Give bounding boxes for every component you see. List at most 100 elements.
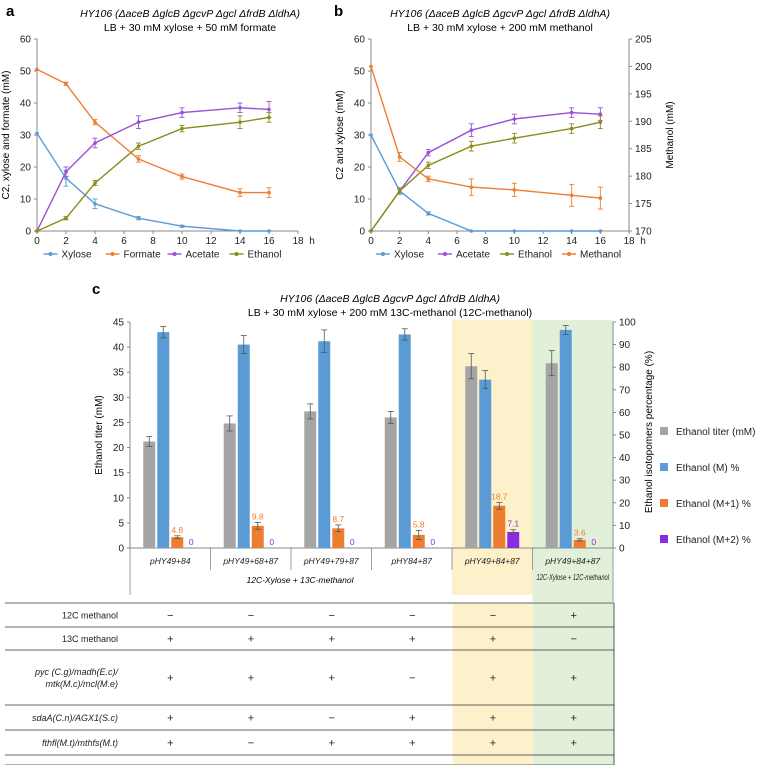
data-point-xylose	[598, 229, 603, 233]
legend-label-methanol: Methanol	[580, 250, 621, 261]
table-cell: −	[248, 610, 254, 622]
x-tick-label: 8	[150, 236, 156, 247]
table-row-label: 12C methanol	[62, 611, 118, 621]
y-tick-label: 20	[20, 163, 32, 174]
x-tick-label: 2	[63, 236, 69, 247]
legend-swatch-m2	[660, 535, 668, 543]
x-tick-label: 18	[623, 236, 635, 247]
y2-tick-label: 70	[619, 385, 631, 396]
data-label-m2: 7.1	[507, 519, 519, 529]
data-point-acetate	[93, 141, 97, 145]
y2-tick-label: 100	[619, 318, 636, 329]
y-tick-label: 60	[354, 35, 366, 46]
table-cell: +	[409, 713, 415, 725]
table-row-label: fthfl(M.t)/mthfs(M.t)	[42, 738, 118, 748]
table-cell: +	[490, 634, 496, 646]
x-tick-label: 8	[483, 236, 489, 247]
bar-m	[157, 332, 170, 548]
data-point-acetate	[598, 112, 603, 116]
panel-c-y-axis-title: Ethanol titer (mM)	[94, 395, 105, 474]
bar-titer	[545, 363, 558, 548]
series-line-formate	[36, 68, 269, 194]
data-label-m2: 0	[269, 537, 274, 547]
legend-label-m: Ethanol (M) %	[676, 463, 739, 474]
data-point-xylose	[136, 216, 141, 220]
category-label: pHY49+79+87	[303, 556, 359, 566]
y-tick-label: 45	[113, 318, 125, 329]
data-point-ethanol	[238, 120, 242, 124]
panel-b-y2-axis-title: Methanol (mM)	[665, 101, 676, 168]
data-point-formate	[64, 82, 68, 86]
bar-m	[237, 344, 250, 548]
y-tick-label: 30	[113, 393, 125, 404]
construct-table: 12C methanol − − − − − +13C methanol + + + + + − pyc …	[5, 602, 615, 765]
category-label: pHY49+84	[149, 556, 191, 566]
table-highlight-yellow	[452, 603, 534, 765]
bar-m1	[412, 534, 425, 548]
bar-m	[398, 334, 411, 548]
category-label: pHY49+84+87	[544, 556, 600, 566]
table-cell: +	[570, 673, 576, 685]
table-cell: +	[328, 673, 334, 685]
data-point-formate	[180, 174, 184, 179]
data-point-acetate	[569, 110, 574, 115]
data-point-acetate	[136, 120, 141, 124]
data-label-m1: 8.7	[332, 514, 344, 524]
data-point-ethanol	[64, 216, 68, 220]
table-cell: −	[409, 610, 415, 622]
legend-label-xylose: Xylose	[394, 250, 424, 261]
data-point-acetate	[469, 128, 474, 132]
series-line-methanol	[370, 66, 601, 199]
legend-swatch-dot	[234, 252, 239, 256]
data-point-ethanol	[469, 144, 474, 148]
bar-m1	[573, 539, 586, 548]
data-point-acetate	[180, 110, 184, 115]
table-cell: +	[570, 610, 576, 622]
panel-a-plot: 0 10 20 30 40 50 60 0 2 4 6 8 10 12 14 16 18 h Xylose Forma…	[20, 35, 315, 261]
legend-swatch-titer	[660, 427, 668, 435]
legend-label-m1: Ethanol (M+1) %	[676, 499, 751, 510]
highlight-yellow-column	[452, 320, 533, 595]
data-point-acetate	[238, 106, 242, 110]
data-point-ethanol	[512, 136, 517, 140]
x-unit-label: h	[309, 236, 315, 247]
x-tick-label: 14	[566, 236, 578, 247]
table-cell: −	[328, 713, 334, 725]
legend-label-m2: Ethanol (M+2) %	[676, 535, 751, 546]
data-point-formate	[238, 190, 242, 195]
data-point-acetate	[512, 117, 517, 121]
table-row-label-line: mtk(M.c)/mcl(M.e)	[46, 679, 118, 689]
y-tick-label: 40	[354, 99, 366, 110]
y2-tick-label: 80	[619, 363, 631, 374]
data-point-xylose	[569, 229, 574, 233]
data-point-formate	[35, 67, 39, 72]
legend-swatch-m1	[660, 499, 668, 507]
x-tick-label: 16	[595, 236, 607, 247]
table-cell: +	[328, 634, 334, 646]
table-cell: +	[167, 634, 173, 646]
x-tick-label: 12	[205, 236, 217, 247]
bar-m	[479, 379, 492, 548]
data-point-ethanol	[397, 189, 402, 193]
bar-m1	[251, 525, 264, 548]
panel-b-letter: b	[334, 3, 343, 20]
series-line-ethanol	[36, 116, 270, 232]
x-tick-label: 2	[397, 236, 403, 247]
y-tick-label: 0	[25, 227, 31, 238]
bar-titer	[223, 423, 236, 548]
data-point-ethanol	[569, 126, 574, 131]
y-tick-label: 20	[354, 163, 366, 174]
bar-m1	[332, 528, 345, 548]
panel-b-y-axis-title: C2 and xylose (mM)	[335, 90, 346, 179]
y-tick-label: 50	[20, 67, 32, 78]
y2-tick-label: 50	[619, 431, 631, 442]
data-point-xylose	[267, 229, 271, 233]
data-point-ethanol	[136, 144, 141, 148]
data-point-xylose	[469, 229, 474, 233]
data-point-acetate	[64, 170, 68, 174]
table-cell: +	[248, 634, 254, 646]
data-label-m2: 0	[350, 537, 355, 547]
x-tick-label: 12	[537, 236, 549, 247]
y-tick-label: 20	[113, 443, 125, 454]
table-cell: +	[490, 738, 496, 750]
